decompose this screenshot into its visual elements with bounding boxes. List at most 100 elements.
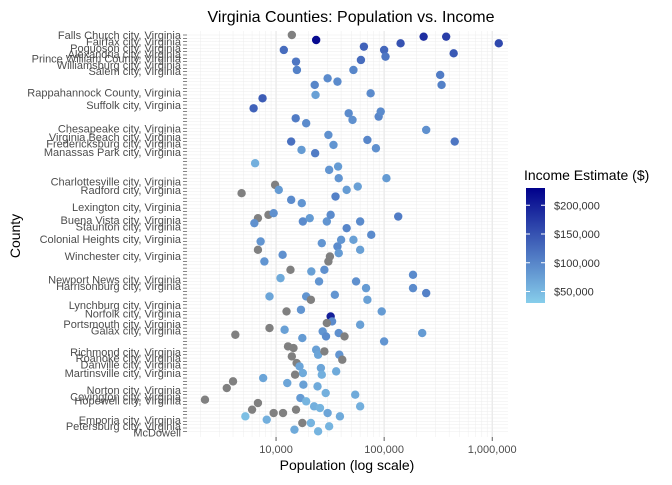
- y-tick-label: Richmond city, Virginia: [70, 347, 182, 359]
- data-point: [253, 245, 263, 255]
- data-point: [324, 257, 333, 266]
- data-point: [324, 422, 334, 431]
- data-point: [306, 418, 316, 428]
- data-point: [342, 185, 351, 195]
- y-tick-label: Norfolk city, Virginia: [85, 308, 182, 320]
- y-tick-label: Chesapeake city, Virginia: [58, 124, 182, 136]
- data-point: [421, 288, 431, 298]
- data-point: [298, 217, 308, 226]
- y-tick-label: Colonial Heights city, Virginia: [40, 234, 182, 246]
- data-point: [333, 162, 343, 171]
- data-point: [286, 137, 296, 146]
- data-point: [435, 70, 445, 80]
- data-point: [381, 52, 390, 61]
- data-point: [379, 337, 389, 346]
- data-point: [298, 333, 307, 343]
- data-point: [333, 77, 342, 86]
- data-point: [419, 32, 428, 41]
- legend-tick-label: $50,000: [554, 287, 594, 299]
- plot-grid: [187, 31, 508, 437]
- data-point: [291, 114, 300, 123]
- data-point: [313, 382, 322, 391]
- y-tick-label: Roanoke city, Virginia: [76, 353, 182, 365]
- data-point: [291, 57, 301, 66]
- data-point: [323, 408, 332, 418]
- data-point: [335, 412, 345, 421]
- data-point: [449, 49, 458, 58]
- y-axis-ticks: [183, 34, 187, 432]
- data-point: [253, 398, 263, 408]
- y-tick-label: Manassas Park city, Virginia: [44, 147, 182, 159]
- y-tick-label: Martinsville city, Virginia: [65, 368, 182, 380]
- y-tick-label: Rappahannock County, Virginia: [27, 87, 182, 99]
- data-point: [296, 305, 306, 314]
- legend-tick-label: $150,000: [554, 229, 600, 241]
- data-point: [336, 235, 346, 245]
- data-point: [363, 295, 372, 304]
- data-point: [338, 355, 347, 364]
- data-point: [282, 307, 291, 316]
- data-point: [313, 427, 323, 436]
- data-point: [353, 182, 362, 191]
- data-point: [280, 325, 289, 334]
- data-point: [421, 125, 431, 135]
- data-point: [241, 412, 250, 421]
- data-point: [329, 140, 338, 150]
- data-point: [333, 242, 342, 251]
- data-point: [321, 388, 330, 398]
- data-point: [323, 74, 332, 83]
- data-point: [276, 273, 285, 283]
- legend-title: Income Estimate ($): [524, 167, 649, 183]
- data-point: [279, 45, 289, 55]
- data-point: [408, 283, 418, 293]
- data-point: [437, 80, 446, 90]
- data-point: [351, 390, 360, 399]
- data-point: [326, 210, 335, 220]
- data-point: [324, 130, 333, 140]
- y-tick-label: Staunton city, Virginia: [76, 221, 182, 233]
- data-point: [298, 368, 308, 378]
- x-tick-label: 1,000,000: [468, 444, 517, 456]
- y-tick-label: Fredericksburg city, Virginia: [46, 138, 182, 150]
- y-tick-label: Newport News city, Virginia: [48, 274, 182, 286]
- x-tick-label: 10,000: [259, 444, 293, 456]
- y-tick-label: Lexington city, Virginia: [72, 202, 182, 214]
- data-point: [417, 328, 427, 338]
- data-point: [355, 217, 365, 226]
- data-point: [265, 323, 274, 333]
- data-point: [377, 307, 386, 316]
- data-point: [324, 165, 334, 175]
- x-tick-label: 100,000: [364, 444, 404, 456]
- y-tick-label: Portsmouth city, Virginia: [63, 319, 181, 331]
- data-point: [287, 352, 297, 361]
- data-point: [363, 135, 372, 145]
- data-point: [295, 362, 304, 371]
- data-point: [297, 198, 306, 208]
- x-axis-label: Population (log scale): [280, 457, 415, 473]
- data-point: [371, 144, 381, 153]
- data-point: [379, 45, 389, 55]
- data-point: [382, 174, 391, 183]
- data-point: [222, 383, 231, 393]
- y-tick-label: Salem city, Virginia: [88, 66, 181, 78]
- data-point: [278, 250, 287, 260]
- y-tick-label: Poquoson city, Virginia: [70, 43, 182, 55]
- data-point: [396, 39, 405, 48]
- data-point: [283, 378, 292, 388]
- data-point: [299, 380, 308, 389]
- data-point: [356, 55, 366, 65]
- data-point: [355, 402, 365, 411]
- y-tick-label: Charlottesville city, Virginia: [51, 177, 182, 189]
- legend-ticks: $50,000 $100,000 $150,000 $200,000: [526, 200, 600, 299]
- data-point: [355, 320, 365, 329]
- data-point: [286, 265, 295, 275]
- data-point: [301, 119, 311, 128]
- data-point: [256, 237, 265, 246]
- data-point: [274, 185, 283, 195]
- data-point: [250, 159, 260, 168]
- data-point: [269, 408, 278, 418]
- data-point: [349, 235, 358, 245]
- data-points: [200, 30, 503, 436]
- data-point: [258, 373, 268, 383]
